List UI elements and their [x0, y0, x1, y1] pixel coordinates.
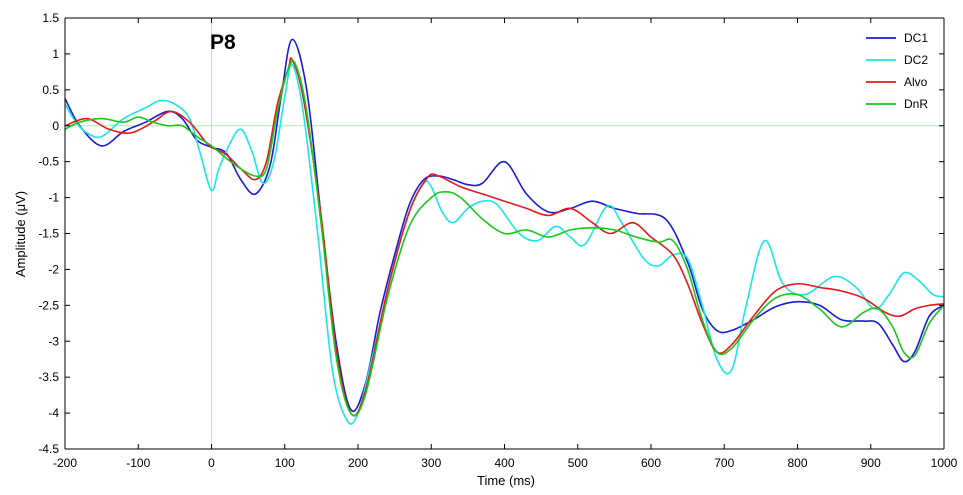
y-tick-label: 1: [52, 47, 59, 61]
y-tick-label: -3.5: [38, 370, 59, 384]
legend: DC1 DC2 Alvo DnR: [866, 31, 928, 111]
y-tick-label: 1.5: [42, 11, 59, 25]
x-tick-label: -200: [53, 456, 77, 470]
y-tick-label: -1: [48, 191, 59, 205]
y-tick-label: -0.5: [38, 155, 59, 169]
axes: [64, 17, 945, 450]
y-tick-label: -2: [48, 262, 59, 276]
y-tick-label: 0: [52, 119, 59, 133]
x-tick-label: 100: [275, 456, 295, 470]
series-line-dc1: [64, 38, 945, 412]
series-line-alvo: [64, 57, 945, 417]
legend-label-dnr: DnR: [904, 97, 928, 111]
y-tick-label: -4: [48, 406, 59, 420]
x-tick-label: 900: [861, 456, 881, 470]
x-tick-label: -100: [126, 456, 150, 470]
series-lines: [64, 38, 945, 425]
y-tick-labels: -4.5 -4 -3.5 -3 -2.5 -2 -1.5 -1 -0.5 0 0.5 1 1.5: [38, 11, 59, 456]
x-tick-label: 1000: [931, 456, 958, 470]
legend-label-alvo: Alvo: [904, 75, 928, 89]
y-tick-label: 0.5: [42, 83, 59, 97]
x-tick-label: 400: [494, 456, 514, 470]
legend-label-dc2: DC2: [904, 53, 928, 67]
y-tick-label: -2.5: [38, 298, 59, 312]
x-tick-label: 200: [348, 456, 368, 470]
x-tick-label: 0: [208, 456, 215, 470]
y-tick-label: -4.5: [38, 442, 59, 456]
y-axis-title: Amplitude (μV): [13, 191, 28, 277]
y-tick-label: -1.5: [38, 227, 59, 241]
x-tick-label: 700: [714, 456, 734, 470]
series-line-dnr: [64, 59, 945, 417]
legend-label-dc1: DC1: [904, 31, 928, 45]
x-tick-labels: -200 -100 0 100 200 300 400 500 600 700 800 900 1000: [53, 456, 958, 470]
x-tick-label: 500: [568, 456, 588, 470]
y-tick-label: -3: [48, 334, 59, 348]
x-tick-label: 600: [641, 456, 661, 470]
x-axis-title: Time (ms): [477, 473, 535, 488]
plot-title: P8: [210, 31, 236, 54]
reference-lines: [65, 18, 944, 449]
x-tick-label: 800: [787, 456, 807, 470]
series-line-dc2: [64, 63, 945, 425]
x-tick-label: 300: [421, 456, 441, 470]
